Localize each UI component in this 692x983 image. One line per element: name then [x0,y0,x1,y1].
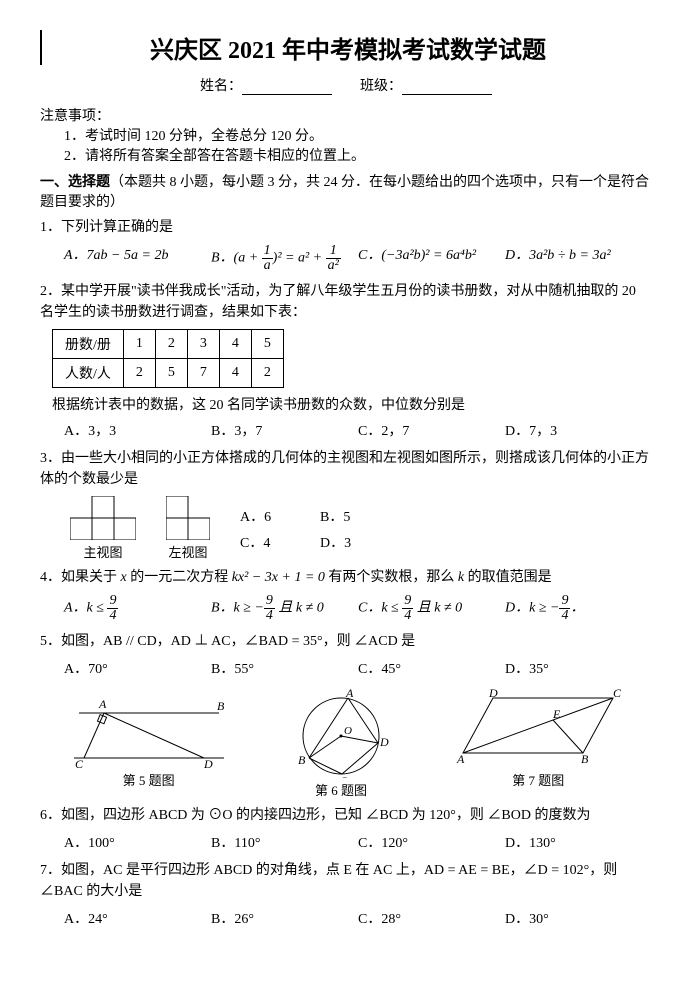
q2-opt-b: B．3，7 [211,418,358,442]
q2-table: 册数/册 1 2 3 4 5 人数/人 2 5 7 4 2 [52,329,284,388]
figure-5: A B C D 第 5 题图 [69,688,229,799]
question-7-options: A．24° B．26° C．28° D．30° [64,906,652,930]
svg-text:O: O [344,725,352,737]
q3-main-view: 主视图 [70,496,136,561]
question-3: 3．由一些大小相同的小正方体搭成的几何体的主视图和左视图如图所示，则搭成该几何体… [40,448,652,490]
fig7-svg: D C A B E [453,688,623,768]
q4-opt-b: B．k ≥ −94 且 k ≠ 0 [211,592,358,625]
q2-opt-c: C．2，7 [358,418,505,442]
q3-opt-a: A．6 [240,506,320,526]
svg-text:A: A [456,752,465,766]
q1-opt-b: B．(a + 1a)² = a² + 1a² [211,242,358,275]
q3-figures: 主视图 左视图 A．6 B．5 C．4 D．3 [70,496,652,561]
q6-opt-d: D．130° [505,830,652,854]
question-1: 1．下列计算正确的是 [40,217,652,238]
question-4: 4．如果关于 x 的一元二次方程 kx² − 3x + 1 = 0 有两个实数根… [40,567,652,588]
table-row: 人数/人 2 5 7 4 2 [53,359,284,388]
notice-item-1: 1．考试时间 120 分钟，全卷总分 120 分。 [64,125,652,145]
table-row: 册数/册 1 2 3 4 5 [53,330,284,359]
question-5-options: A．70° B．55° C．45° D．35° [64,656,652,680]
svg-text:B: B [581,752,589,766]
name-blank[interactable] [242,80,332,95]
notice-item-2: 2．请将所有答案全部答在答题卡相应的位置上。 [64,145,652,165]
question-1-options: A．7ab − 5a = 2b B．(a + 1a)² = a² + 1a² C… [64,242,652,275]
q3-left-view: 左视图 [166,496,210,561]
q1-opt-d: D．3a²b ÷ b = 3a² [505,242,652,275]
svg-text:B: B [298,753,306,767]
left-view-svg [166,496,210,540]
svg-text:E: E [552,707,561,721]
q4-opt-c: C．k ≤ 94 且 k ≠ 0 [358,592,505,625]
fig5-svg: A B C D [69,688,229,768]
class-label: 班级： [360,79,402,94]
q6-opt-b: B．110° [211,830,358,854]
q3-opt-c: C．4 [240,532,320,552]
fig6-svg: O A B C D [286,688,396,778]
q7-opt-b: B．26° [211,906,358,930]
svg-text:D: D [203,757,213,768]
q3-opt-b: B．5 [320,506,400,526]
svg-text:B: B [217,699,225,713]
q6-opt-c: C．120° [358,830,505,854]
question-2b: 根据统计表中的数据，这 20 名同学读书册数的众数，中位数分别是 [52,394,652,414]
question-6-options: A．100° B．110° C．120° D．130° [64,830,652,854]
q4-opt-a: A．k ≤ 94 [64,592,211,625]
question-6: 6．如图，四边形 ABCD 为 ⊙O 的内接四边形，已知 ∠BCD 为 120°… [40,805,652,826]
q7-opt-a: A．24° [64,906,211,930]
question-2-options: A．3，3 B．3，7 C．2，7 D．7，3 [64,418,652,442]
svg-text:C: C [339,774,348,778]
main-view-svg [70,496,136,540]
q5-opt-a: A．70° [64,656,211,680]
svg-text:C: C [613,688,622,700]
q1-opt-c: C．(−3a²b)² = 6a⁴b² [358,242,505,275]
figure-6: O A B C D 第 6 题图 [286,688,396,799]
notice-title: 注意事项： [40,105,652,125]
q3-opt-d: D．3 [320,532,400,552]
name-label: 姓名： [200,79,242,94]
q7-opt-c: C．28° [358,906,505,930]
q2-opt-d: D．7，3 [505,418,652,442]
q4-opt-d: D．k ≥ −94． [505,592,652,625]
svg-text:D: D [488,688,498,700]
q6-opt-a: A．100° [64,830,211,854]
q5-opt-d: D．35° [505,656,652,680]
q2-opt-a: A．3，3 [64,418,211,442]
figures-5-6-7: A B C D 第 5 题图 O A B C D 第 6 题图 [40,688,652,799]
q3-options: A．6 B．5 C．4 D．3 [240,506,400,552]
figure-7: D C A B E 第 7 题图 [453,688,623,799]
q7-opt-d: D．30° [505,906,652,930]
svg-text:C: C [75,757,84,768]
question-4-options: A．k ≤ 94 B．k ≥ −94 且 k ≠ 0 C．k ≤ 94 且 k … [64,592,652,625]
question-5: 5．如图，AB // CD，AD ⊥ AC，∠BAD = 35°，则 ∠ACD … [40,631,652,652]
svg-text:A: A [98,697,107,711]
question-7: 7．如图，AC 是平行四边形 ABCD 的对角线，点 E 在 AC 上，AD =… [40,860,652,902]
name-class-line: 姓名： 班级： [40,75,652,95]
section-1-title: 一、选择题（本题共 8 小题，每小题 3 分，共 24 分．在每小题给出的四个选… [40,171,652,211]
q5-opt-c: C．45° [358,656,505,680]
q1-opt-a: A．7ab − 5a = 2b [64,242,211,275]
svg-text:A: A [345,688,354,700]
svg-text:D: D [379,735,389,749]
q5-opt-b: B．55° [211,656,358,680]
exam-title: 兴庆区 2021 年中考模拟考试数学试题 [40,30,652,65]
class-blank[interactable] [402,80,492,95]
question-2: 2．某中学开展"读书伴我成长"活动，为了解八年级学生五月份的读书册数，对从中随机… [40,281,652,323]
